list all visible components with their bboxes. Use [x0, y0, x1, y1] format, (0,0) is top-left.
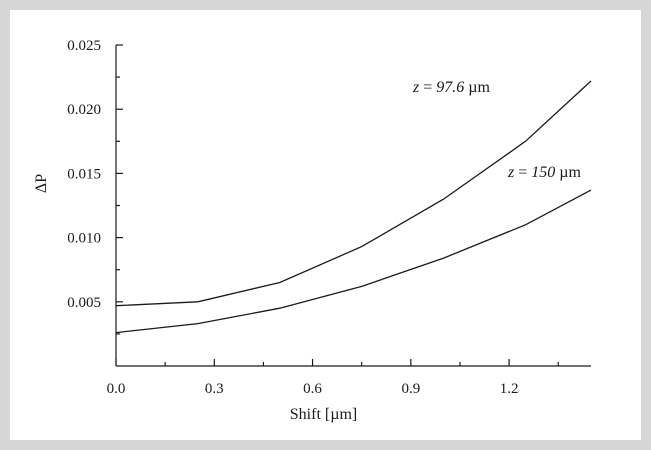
y-tick-label: 0.010 — [67, 231, 101, 247]
x-tick-label: 0.9 — [401, 381, 420, 397]
series-line-1 — [115, 80, 592, 307]
y-ticks: 0.005 0.010 0.015 0.020 0.025 — [67, 38, 123, 335]
y-tick-label: 0.025 — [67, 38, 101, 54]
x-axis-label: Shift [µm] — [290, 406, 357, 423]
x-tick-label: 1.2 — [500, 381, 519, 397]
series-label-2: z = 150 µm — [507, 164, 581, 181]
series-label-1: z = 97.6 µm — [412, 79, 490, 96]
x-tick-label: 0.0 — [107, 381, 126, 397]
series-line-2 — [115, 189, 592, 334]
series-layer — [115, 80, 592, 334]
series-annotations: z = 97.6 µm z = 150 µm — [412, 79, 581, 181]
y-axis-label: ΔP — [33, 174, 50, 193]
y-tick-label: 0.020 — [67, 102, 101, 118]
y-tick-label: 0.005 — [67, 295, 101, 311]
x-ticks: 0.0 0.3 0.6 0.9 1.2 — [107, 359, 559, 397]
x-tick-label: 0.3 — [205, 381, 224, 397]
axes — [115, 45, 591, 367]
x-tick-label: 0.6 — [303, 381, 322, 397]
y-tick-label: 0.015 — [67, 166, 101, 182]
